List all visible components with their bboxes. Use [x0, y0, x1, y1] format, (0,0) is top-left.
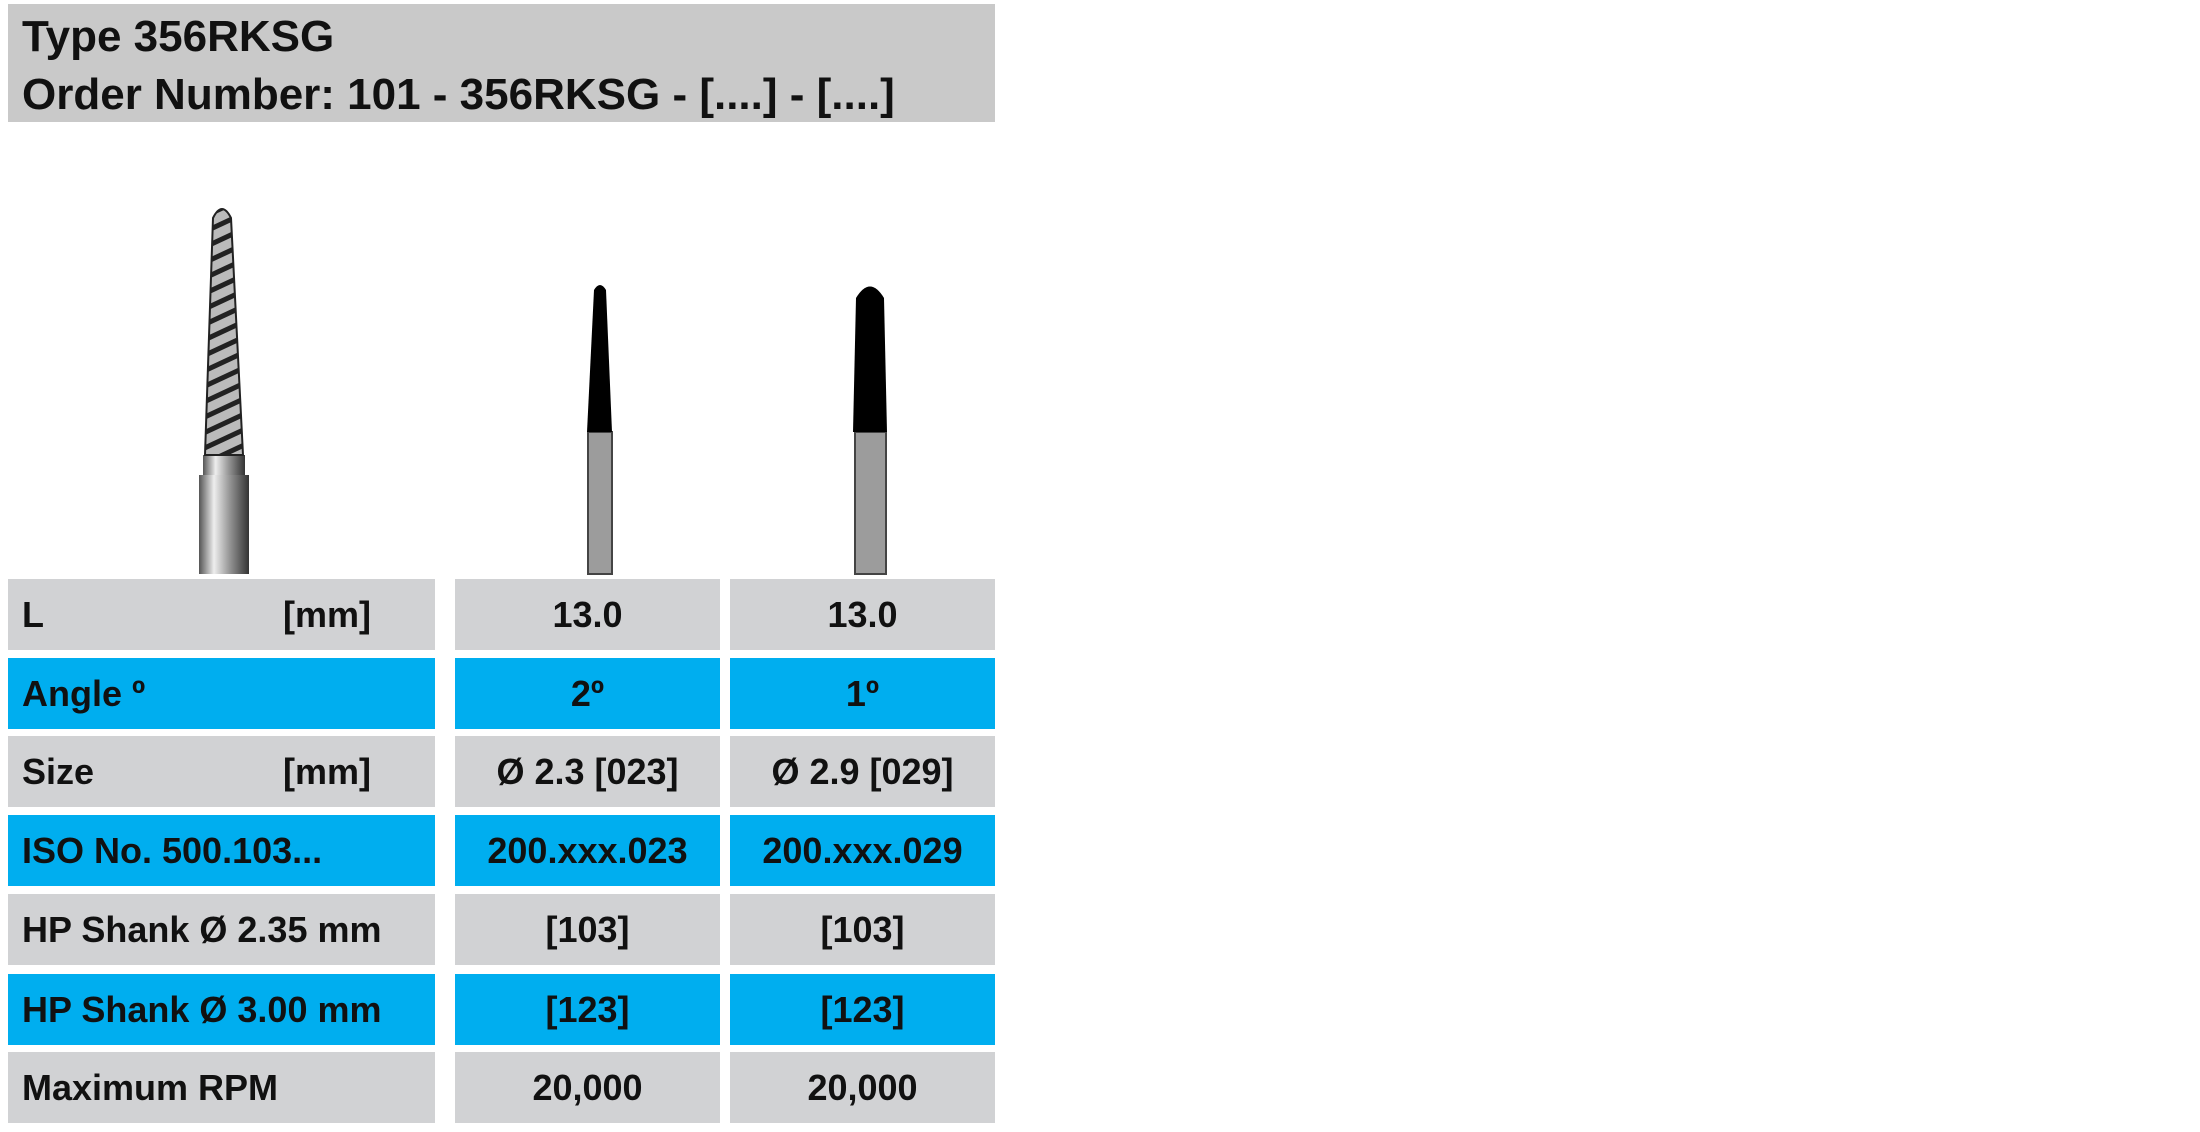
row-label: Maximum RPM: [8, 1052, 435, 1123]
row-label: HP Shank Ø 3.00 mm: [8, 974, 435, 1045]
bur-photo: [199, 208, 249, 574]
row-label: L [mm]: [8, 579, 435, 650]
tool-images: [199, 208, 887, 575]
row-value: [103]: [730, 894, 995, 965]
row-value: 13.0: [455, 579, 720, 650]
row-unit: [mm]: [283, 750, 371, 792]
row-value: 200.xxx.029: [730, 815, 995, 886]
title: Type 356RKSG: [22, 12, 335, 61]
row-label: HP Shank Ø 2.35 mm: [8, 894, 435, 965]
row-value: 13.0: [730, 579, 995, 650]
row-value: [123]: [455, 974, 720, 1045]
header: Type 356RKSG Order Number: 101 - 356RKSG…: [8, 4, 995, 122]
row-value: Ø 2.3 [023]: [455, 736, 720, 807]
row-value: 2º: [455, 658, 720, 729]
row-value: 1º: [730, 658, 995, 729]
row-value: [123]: [730, 974, 995, 1045]
row-value: 20,000: [455, 1052, 720, 1123]
tool-drawing-2: [853, 286, 887, 575]
row-label: Angle º: [8, 658, 435, 729]
tool-drawing-1: [587, 285, 613, 575]
row-label: ISO No. 500.103...: [8, 815, 435, 886]
row-value: [103]: [455, 894, 720, 965]
row-value: Ø 2.9 [029]: [730, 736, 995, 807]
row-value: 20,000: [730, 1052, 995, 1123]
row-label: Size [mm]: [8, 736, 435, 807]
row-unit: [mm]: [283, 593, 371, 635]
row-value: 200.xxx.023: [455, 815, 720, 886]
order-number: Order Number: 101 - 356RKSG - [....] - […: [22, 70, 895, 119]
